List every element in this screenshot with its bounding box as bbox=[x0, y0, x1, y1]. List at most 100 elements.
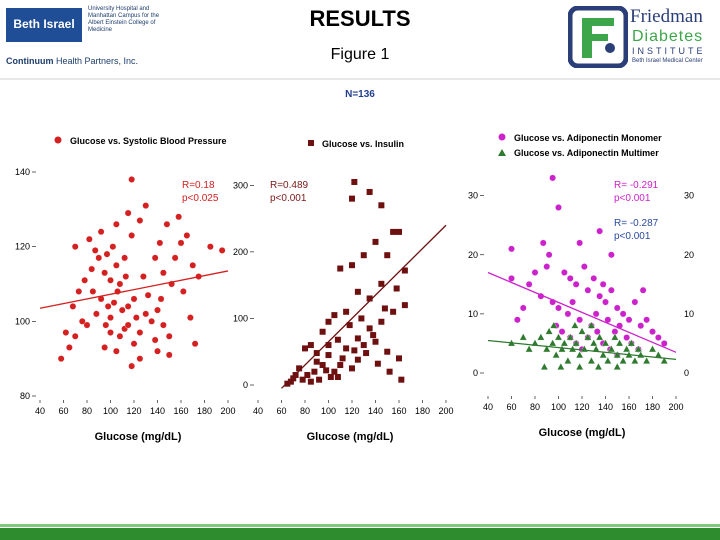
sbp-data-point bbox=[83, 321, 91, 329]
sbp-data-point bbox=[75, 288, 83, 295]
insulin-data-point bbox=[401, 302, 408, 309]
adiponectin-data-point bbox=[560, 269, 568, 276]
insulin-data-point bbox=[378, 202, 385, 209]
sbp-data-point bbox=[156, 239, 164, 247]
insulin-x-tick-label: 140 bbox=[368, 406, 383, 416]
sbp-data-point bbox=[177, 239, 185, 247]
adiponectin-data-point bbox=[649, 328, 656, 336]
multimer-data-point bbox=[611, 333, 619, 341]
adiponectin-data-point bbox=[519, 304, 527, 312]
sbp-data-point bbox=[124, 321, 132, 329]
insulin-data-point bbox=[284, 380, 291, 387]
adiponectin-data-point bbox=[572, 280, 580, 288]
sbp-data-point bbox=[101, 269, 109, 277]
multimer-data-point bbox=[537, 333, 545, 341]
multimer-data-point bbox=[619, 356, 627, 364]
insulin-data-point bbox=[390, 228, 397, 235]
sbp-data-point bbox=[81, 276, 89, 284]
sbp-x-tick-label: 160 bbox=[173, 406, 188, 416]
legend-monomer-marker bbox=[498, 133, 506, 141]
multimer-data-point bbox=[594, 362, 603, 370]
insulin-data-point bbox=[354, 356, 361, 363]
sbp-data-point bbox=[89, 288, 97, 295]
friedman-diabetes-logo: Friedman Diabetes INSTITUTE Beth Israel … bbox=[566, 2, 720, 74]
adiponectin-data-point bbox=[576, 239, 584, 247]
sbp-data-point bbox=[139, 273, 147, 280]
adiponectin-x-tick-label: 120 bbox=[574, 402, 589, 412]
sbp-data-point bbox=[112, 261, 120, 269]
sbp-data-point bbox=[175, 213, 183, 221]
insulin-data-point bbox=[339, 355, 346, 362]
insulin-x-tick-label: 60 bbox=[276, 406, 286, 416]
adiponectin-data-point bbox=[549, 174, 557, 182]
multimer-p-value: p<0.001 bbox=[614, 231, 651, 242]
adiponectin-data-point bbox=[545, 251, 553, 259]
sbp-data-point bbox=[91, 246, 99, 254]
insulin-data-point bbox=[396, 355, 402, 362]
insulin-r-value: R=0.489 bbox=[270, 180, 309, 191]
sbp-data-point bbox=[148, 317, 156, 325]
continuum-rest: Health Partners, Inc. bbox=[56, 56, 139, 66]
insulin-data-point bbox=[386, 368, 393, 375]
insulin-data-point bbox=[360, 252, 367, 259]
sbp-x-tick-label: 60 bbox=[58, 406, 68, 416]
insulin-data-point bbox=[337, 265, 344, 272]
sbp-data-point bbox=[183, 232, 191, 239]
adiponectin-data-point bbox=[566, 275, 574, 282]
footer-accent-line bbox=[0, 524, 720, 527]
insulin-data-point bbox=[366, 295, 373, 302]
insulin-data-point bbox=[358, 315, 365, 322]
insulin-data-point bbox=[349, 365, 355, 372]
insulin-x-tick-label: 120 bbox=[344, 406, 359, 416]
sbp-data-point bbox=[107, 314, 114, 321]
sbp-x-axis-label: Glucose (mg/dL) bbox=[95, 431, 182, 443]
insulin-x-tick-label: 200 bbox=[438, 406, 453, 416]
sbp-data-point bbox=[157, 295, 165, 303]
sbp-data-point bbox=[107, 276, 114, 284]
insulin-data-point bbox=[381, 305, 388, 312]
sbp-data-point bbox=[124, 209, 132, 217]
multimer-data-point bbox=[554, 333, 563, 341]
header-divider bbox=[0, 78, 720, 80]
sbp-data-point bbox=[206, 243, 214, 251]
continuum-bold: Continuum bbox=[6, 56, 54, 66]
sbp-data-point bbox=[85, 235, 93, 243]
adiponectin-data-point bbox=[643, 316, 651, 324]
adiponectin-y-tick-label: 30 bbox=[468, 191, 478, 201]
multimer-r-value: R= -0.287 bbox=[614, 218, 659, 229]
adiponectin-data-point bbox=[654, 334, 662, 341]
multimer-data-point bbox=[627, 339, 636, 347]
insulin-p-value: p<0.001 bbox=[270, 193, 307, 204]
multimer-data-point bbox=[525, 345, 533, 353]
adiponectin-x-tick-label: 40 bbox=[483, 402, 493, 412]
sbp-data-point bbox=[118, 306, 126, 314]
multimer-data-point bbox=[603, 356, 612, 364]
adiponectin-data-point bbox=[623, 334, 631, 341]
insulin-data-point bbox=[366, 188, 373, 195]
insulin-data-point bbox=[390, 308, 397, 315]
insulin-data-point bbox=[351, 347, 358, 354]
sbp-data-point bbox=[159, 321, 167, 329]
legend-insulin-marker bbox=[308, 140, 314, 146]
sbp-data-point bbox=[186, 314, 194, 321]
legend-sbp-label: Glucose vs. Systolic Blood Pressure bbox=[70, 136, 227, 146]
beth-israel-subtext: University Hospital and Manhattan Campus… bbox=[88, 6, 160, 33]
sbp-data-point bbox=[218, 246, 226, 254]
multimer-data-point bbox=[642, 356, 651, 364]
adiponectin-data-point bbox=[619, 310, 627, 318]
bimc-text: Beth Israel Medical Center bbox=[632, 58, 703, 64]
insulin-data-point bbox=[354, 335, 361, 342]
insulin-data-point bbox=[354, 288, 361, 295]
sample-size-label: N=136 bbox=[345, 89, 375, 100]
insulin-data-point bbox=[325, 318, 332, 325]
sbp-data-point bbox=[69, 302, 77, 310]
legend-monomer-label: Glucose vs. Adiponectin Monomer bbox=[514, 133, 662, 143]
monomer-trend-line bbox=[487, 271, 677, 353]
multimer-data-point bbox=[564, 356, 572, 364]
insulin-data-point bbox=[287, 378, 294, 385]
insulin-data-point bbox=[384, 252, 391, 259]
adiponectin-x-tick-label: 60 bbox=[506, 402, 516, 412]
multimer-data-point bbox=[556, 362, 565, 370]
adiponectin-data-point bbox=[564, 310, 572, 318]
adiponectin-x-tick-label: 160 bbox=[621, 402, 636, 412]
